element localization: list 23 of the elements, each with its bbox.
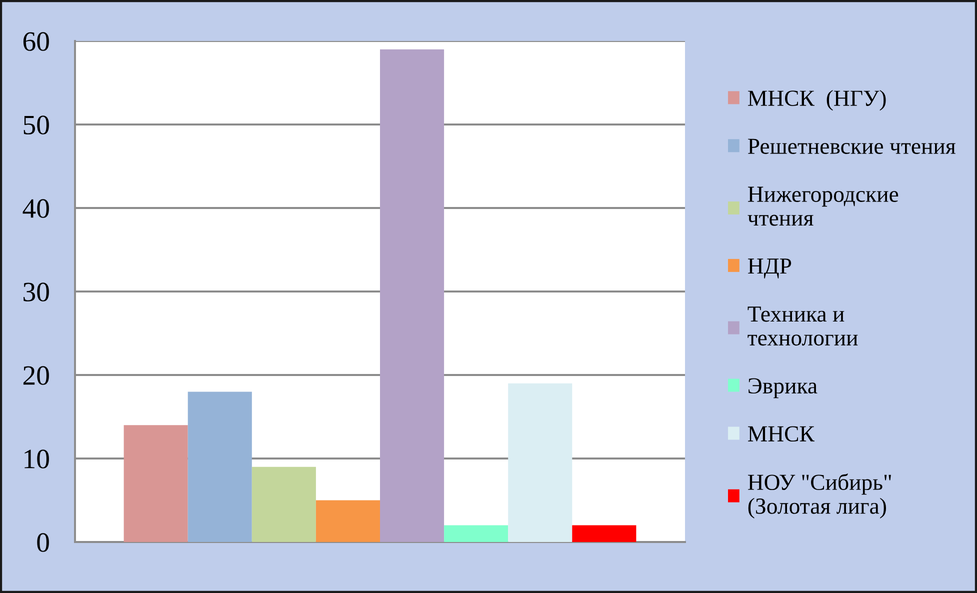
legend-label: Техника и технологии — [748, 306, 858, 346]
y-tick-label: 60 — [23, 32, 49, 51]
y-tick-label: 0 — [37, 533, 49, 552]
legend-label: Решетневские чтения — [748, 138, 956, 154]
legend-label: МНСК (НГУ) — [748, 90, 886, 111]
bar — [188, 392, 252, 542]
bar — [444, 525, 508, 542]
bar — [124, 425, 188, 542]
legend-label: Эврика — [748, 378, 818, 398]
legend-label: Нижегородские чтения — [748, 186, 898, 226]
legend-label: МНСК — [748, 426, 815, 442]
bar — [380, 49, 444, 542]
y-tick-label: 20 — [23, 366, 49, 385]
bar — [508, 383, 572, 542]
y-tick-label: 10 — [24, 450, 49, 468]
y-tick-label: 40 — [22, 199, 49, 218]
bar — [316, 500, 380, 542]
y-tick-label: 50 — [24, 116, 49, 134]
y-tick-label: 30 — [24, 282, 49, 302]
bar — [252, 466, 316, 542]
legend-label: НОУ "Сибирь" (Золотая лига) — [748, 474, 891, 518]
bar — [572, 525, 636, 542]
legend-label: НДР — [748, 258, 792, 278]
